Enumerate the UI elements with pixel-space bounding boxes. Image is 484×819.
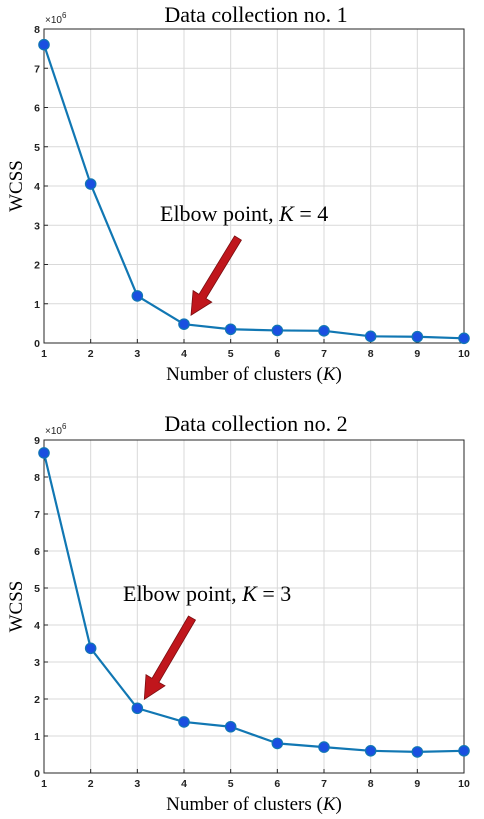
y-tick-label: 4	[34, 181, 40, 193]
x-tick-label: 5	[228, 778, 234, 790]
y-tick-label: 0	[34, 768, 40, 780]
x-tick-label: 6	[274, 348, 280, 360]
data-point	[458, 744, 470, 757]
x-tick-label: 6	[274, 778, 280, 790]
y-tick-label: 0	[34, 338, 40, 350]
y-tick-label: 2	[34, 260, 40, 272]
data-point	[318, 325, 330, 337]
chart-title: Data collection no. 1	[164, 2, 347, 27]
data-point	[318, 741, 330, 753]
x-tick-label: 9	[414, 778, 420, 790]
data-point	[178, 716, 190, 728]
x-tick-label: 1	[41, 778, 47, 790]
data-point	[271, 737, 284, 750]
y-tick-label: 5	[34, 142, 40, 154]
data-point	[224, 323, 237, 336]
y-tick-label: 1	[34, 731, 40, 743]
data-point	[364, 744, 377, 757]
x-tick-label: 3	[134, 348, 140, 360]
y-tick-label: 6	[34, 103, 40, 115]
data-point	[84, 178, 97, 190]
elbow-arrow	[143, 615, 197, 701]
y-axis-label: WCSS	[6, 581, 27, 633]
elbow-annotation-text: Elbow point, K = 4	[160, 201, 328, 226]
x-tick-label: 4	[181, 348, 187, 360]
y-tick-label: 6	[34, 546, 40, 558]
x-tick-label: 10	[458, 348, 470, 360]
data-point	[271, 324, 284, 337]
x-tick-label: 7	[321, 778, 327, 790]
y-tick-label: 8	[34, 24, 40, 36]
x-tick-label: 3	[134, 778, 140, 790]
y-tick-label: 3	[34, 220, 40, 232]
y-tick-label: 9	[34, 435, 40, 447]
data-point	[84, 642, 97, 655]
x-tick-label: 2	[88, 778, 94, 790]
data-point	[411, 746, 424, 758]
x-tick-label: 8	[368, 778, 374, 790]
y-tick-label: 1	[34, 299, 40, 311]
x-tick-label: 7	[321, 348, 327, 360]
y-exponent-label: ×106	[45, 422, 67, 437]
y-exponent-label: ×106	[45, 11, 67, 26]
data-point	[458, 332, 470, 345]
data-point	[38, 447, 50, 459]
plot-area-frame	[43, 439, 465, 774]
x-tick-label: 2	[88, 348, 94, 360]
data-point	[131, 702, 144, 715]
y-tick-label: 3	[34, 657, 40, 669]
elbow-arrow	[190, 235, 242, 316]
chart-title: Data collection no. 2	[164, 411, 347, 436]
x-tick-label: 5	[228, 348, 234, 360]
series-line	[42, 452, 465, 754]
data-point	[38, 38, 50, 51]
y-tick-label: 5	[34, 583, 40, 595]
data-point	[178, 318, 190, 330]
data-point	[224, 720, 237, 733]
x-tick-label: 4	[181, 778, 187, 790]
y-tick-label: 7	[34, 63, 40, 75]
y-axis-label: WCSS	[6, 160, 27, 212]
x-axis-label: Number of clusters (K)	[166, 364, 342, 385]
y-tick-label: 2	[34, 694, 40, 706]
data-point	[411, 330, 424, 343]
y-tick-label: 7	[34, 509, 40, 521]
series-line	[42, 44, 465, 340]
x-axis-label: Number of clusters (K)	[166, 794, 342, 815]
data-point	[131, 290, 144, 302]
y-tick-label: 4	[34, 620, 40, 632]
y-tick-label: 8	[34, 472, 40, 484]
x-tick-label: 10	[458, 778, 470, 790]
elbow-annotation-text: Elbow point, K = 3	[123, 581, 291, 606]
x-tick-label: 1	[41, 348, 47, 360]
x-tick-label: 9	[414, 348, 420, 360]
x-tick-label: 8	[368, 348, 374, 360]
data-point	[364, 330, 377, 343]
